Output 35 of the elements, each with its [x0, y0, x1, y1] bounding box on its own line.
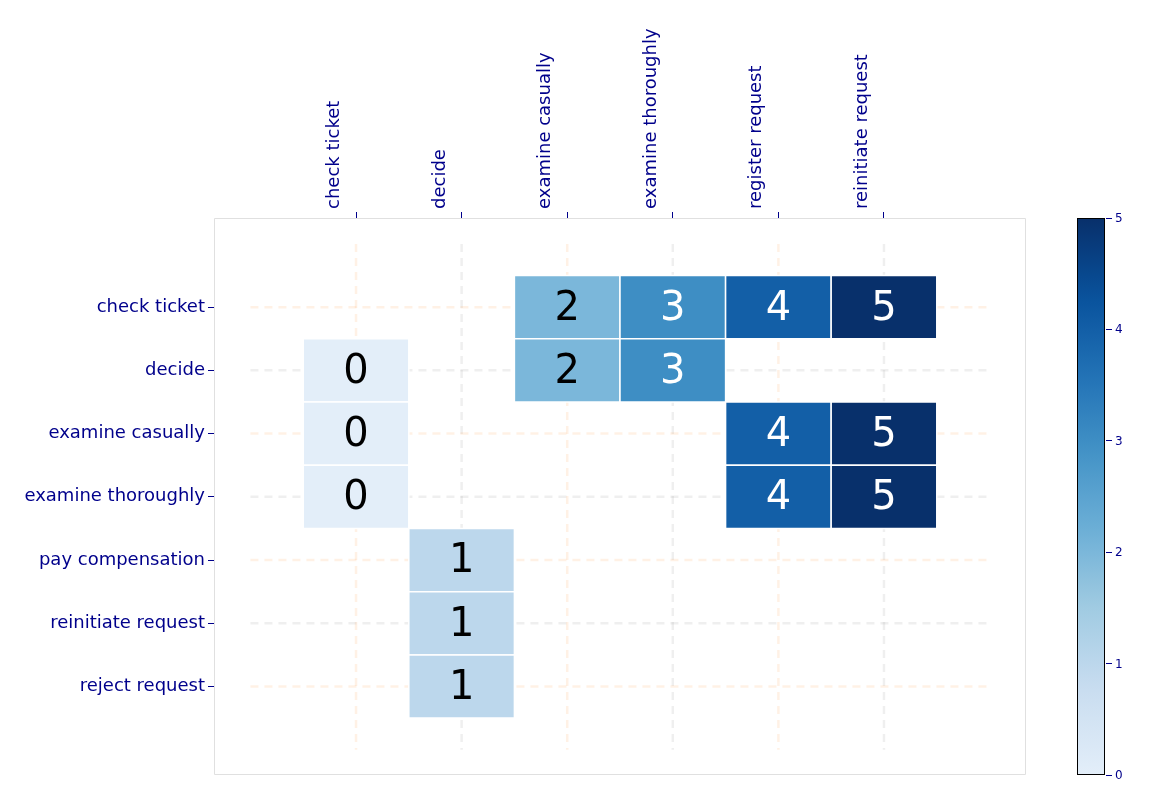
y-tick-label: examine thoroughly: [24, 484, 206, 506]
color-bar-label: 3: [1115, 433, 1123, 448]
x-tick-label: decide: [427, 149, 449, 209]
color-bar-label: 4: [1115, 322, 1123, 337]
x-tick-label: register request: [744, 65, 766, 209]
x-tick-label: reinitiate request: [850, 54, 872, 209]
data-label: 1: [448, 535, 475, 582]
y-tick-label: check ticket: [96, 294, 205, 316]
y-tick-label: pay compensation: [38, 547, 205, 569]
color-bar-label: 1: [1115, 656, 1123, 671]
x-tick-label: examine thoroughly: [638, 28, 660, 209]
y-tick-label: reinitiate request: [50, 610, 205, 632]
data-label: 4: [765, 282, 792, 329]
x-tick-label: check ticket: [322, 100, 344, 209]
data-label: 5: [871, 408, 897, 455]
data-label: 2: [554, 282, 580, 329]
data-label: 3: [660, 282, 686, 329]
y-tick-label: reject request: [79, 674, 205, 696]
data-label: 0: [343, 472, 369, 519]
y-tick-label: examine casually: [48, 421, 206, 443]
color-bar-label: 5: [1115, 211, 1123, 225]
data-label: 4: [765, 472, 792, 519]
data-label: 0: [343, 345, 369, 392]
data-label: 3: [660, 345, 686, 392]
data-label: 1: [448, 598, 475, 645]
x-tick-label: examine casually: [533, 52, 555, 209]
data-label: 0: [343, 408, 369, 455]
color-bar-label: 0: [1115, 768, 1123, 782]
data-label: 2: [554, 345, 580, 392]
data-label: 5: [871, 282, 897, 329]
y-tick-label: decide: [145, 358, 205, 380]
color-bar-label: 2: [1115, 545, 1123, 560]
data-label: 1: [448, 661, 475, 708]
data-label: 5: [871, 472, 897, 519]
data-label: 4: [765, 408, 792, 455]
